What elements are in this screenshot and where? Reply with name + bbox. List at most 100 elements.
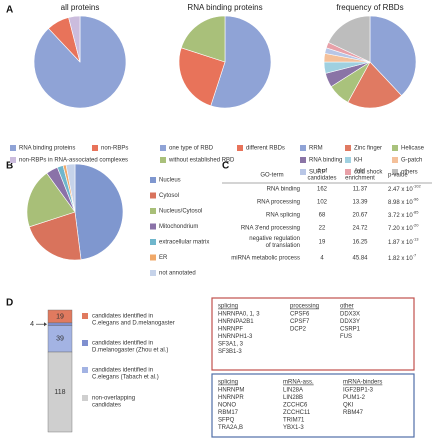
- p-value-exponent: -102: [413, 184, 422, 189]
- legend-swatch: [150, 208, 156, 214]
- legend-label: different RBDs: [246, 146, 285, 152]
- legend-label: ER: [159, 255, 168, 261]
- p-value-base: 1.87 x 10: [388, 240, 413, 246]
- data-label: 39: [56, 336, 64, 343]
- gene-name: NONO: [218, 403, 236, 409]
- gene-name: SF3B1-3: [218, 349, 242, 355]
- legend-label: RNA binding proteins: [19, 146, 75, 152]
- legend-swatch: [300, 169, 306, 175]
- panel-label: D: [6, 298, 13, 309]
- table-cell: RNA 3'end processing: [241, 226, 300, 232]
- legend-label: Cytosol: [159, 193, 179, 199]
- chart-title: RNA binding proteins: [187, 3, 262, 12]
- legend-swatch: [92, 145, 98, 151]
- legend-swatch: [345, 169, 351, 175]
- bar-segment: [47, 325, 73, 353]
- table-cell: 8.98 x 10-96: [388, 197, 419, 206]
- table-cell: 4: [320, 256, 324, 262]
- table-header: fold: [355, 169, 365, 175]
- table-cell: 22: [319, 226, 326, 232]
- legend-label: Helicase: [401, 146, 425, 152]
- table-cell: of translation: [266, 243, 300, 249]
- table-cell: 1.82 x 10-7: [388, 253, 417, 262]
- legend-label: cold shock: [354, 170, 383, 176]
- legend-swatch: [345, 157, 351, 163]
- chart-title: all proteins: [61, 3, 100, 12]
- panel-label: B: [6, 161, 13, 172]
- chart-title: frequency of RBDs: [336, 3, 403, 12]
- legend-swatch: [160, 157, 166, 163]
- legend-swatch: [160, 145, 166, 151]
- gene-name: TRIM71: [283, 418, 305, 424]
- label-arrowhead: [44, 322, 47, 327]
- legend-label: D.melanogaster (Zhou et al.): [92, 348, 168, 354]
- legend-swatch: [10, 157, 16, 163]
- pie-slice: [65, 163, 76, 213]
- bar-segment: [47, 351, 73, 433]
- gene-name: YBX1-3: [283, 425, 304, 431]
- legend-swatch: [10, 145, 16, 151]
- gene-name: CPSF7: [290, 319, 310, 325]
- gene-name: ZCCHC6: [283, 403, 308, 409]
- gene-name: HNRNPM: [218, 388, 244, 394]
- gene-name: HNRNPA2B1: [218, 319, 254, 325]
- p-value-base: 3.72 x 10: [388, 213, 413, 219]
- table-cell: 2.47 x 10-102: [388, 184, 421, 193]
- pie-slice: [327, 15, 371, 63]
- table-cell: miRNA metabolic process: [231, 256, 300, 262]
- column-title: splicing: [218, 304, 238, 310]
- table-cell: 24.72: [352, 226, 368, 232]
- gene-name: CPSF6: [290, 312, 310, 318]
- gene-name: ZCCHC11: [283, 410, 311, 416]
- legend-swatch: [82, 395, 88, 401]
- legend-swatch: [300, 145, 306, 151]
- legend-label: SURP: [309, 170, 326, 176]
- legend-swatch: [150, 254, 156, 261]
- gene-name: SF3A1, 3: [218, 342, 244, 348]
- column-title: processing: [290, 304, 319, 310]
- legend-swatch: [392, 169, 398, 175]
- bar-segment: [47, 322, 73, 326]
- gene-name: HNRNPA0, 1, 3: [218, 312, 260, 318]
- legend-label: non-overlapping: [92, 396, 135, 402]
- legend-swatch: [82, 367, 88, 373]
- pie-slice: [180, 15, 226, 63]
- legend-swatch: [82, 340, 88, 346]
- table-cell: 19: [319, 240, 326, 246]
- gene-box: [211, 373, 415, 438]
- table-cell: RNA binding: [267, 187, 300, 193]
- legend-label: without established RBD: [168, 158, 235, 164]
- table-cell: RNA processing: [257, 200, 300, 206]
- table-cell: negative regulation: [249, 236, 300, 242]
- table-header: GO-term: [260, 173, 283, 179]
- legend-label: Nucleus/Cytosol: [159, 209, 202, 215]
- legend-swatch: [237, 145, 243, 151]
- legend-swatch: [345, 145, 351, 151]
- legend-label: C.elegans (Tabach et al.): [92, 375, 159, 381]
- gene-name: QKI: [343, 403, 354, 409]
- legend-label: extracellular matrix: [159, 240, 209, 246]
- table-cell: 11.37: [353, 187, 368, 193]
- p-value-base: 8.98 x 10: [388, 200, 413, 206]
- table-cell: 16.25: [352, 240, 368, 246]
- column-title: mRNA-binders: [343, 380, 382, 386]
- legend-label: Zinc finger: [354, 146, 382, 152]
- table-cell: 45.84: [352, 256, 368, 262]
- panel-label: C: [222, 161, 229, 172]
- gene-name: DCP2: [290, 327, 307, 333]
- gene-name: RBM17: [218, 410, 239, 416]
- gene-name: LIN28B: [283, 395, 303, 401]
- p-value-exponent: -7: [413, 253, 417, 258]
- legend-swatch: [150, 239, 156, 245]
- table-header: enrichment: [345, 176, 375, 182]
- legend-label: C.elegans and D.melanogaster: [92, 321, 175, 327]
- legend-label: candidates: [92, 403, 121, 409]
- table-cell: 102: [317, 200, 328, 206]
- legend-label: non-RBPs: [101, 146, 128, 152]
- gene-name: PUM1-2: [343, 395, 366, 401]
- table-cell: 7.20 x 10-20: [388, 223, 419, 232]
- p-value-exponent: -13: [413, 237, 420, 242]
- gene-name: HNRNPH1-3: [218, 334, 253, 340]
- pie-slice: [210, 15, 272, 109]
